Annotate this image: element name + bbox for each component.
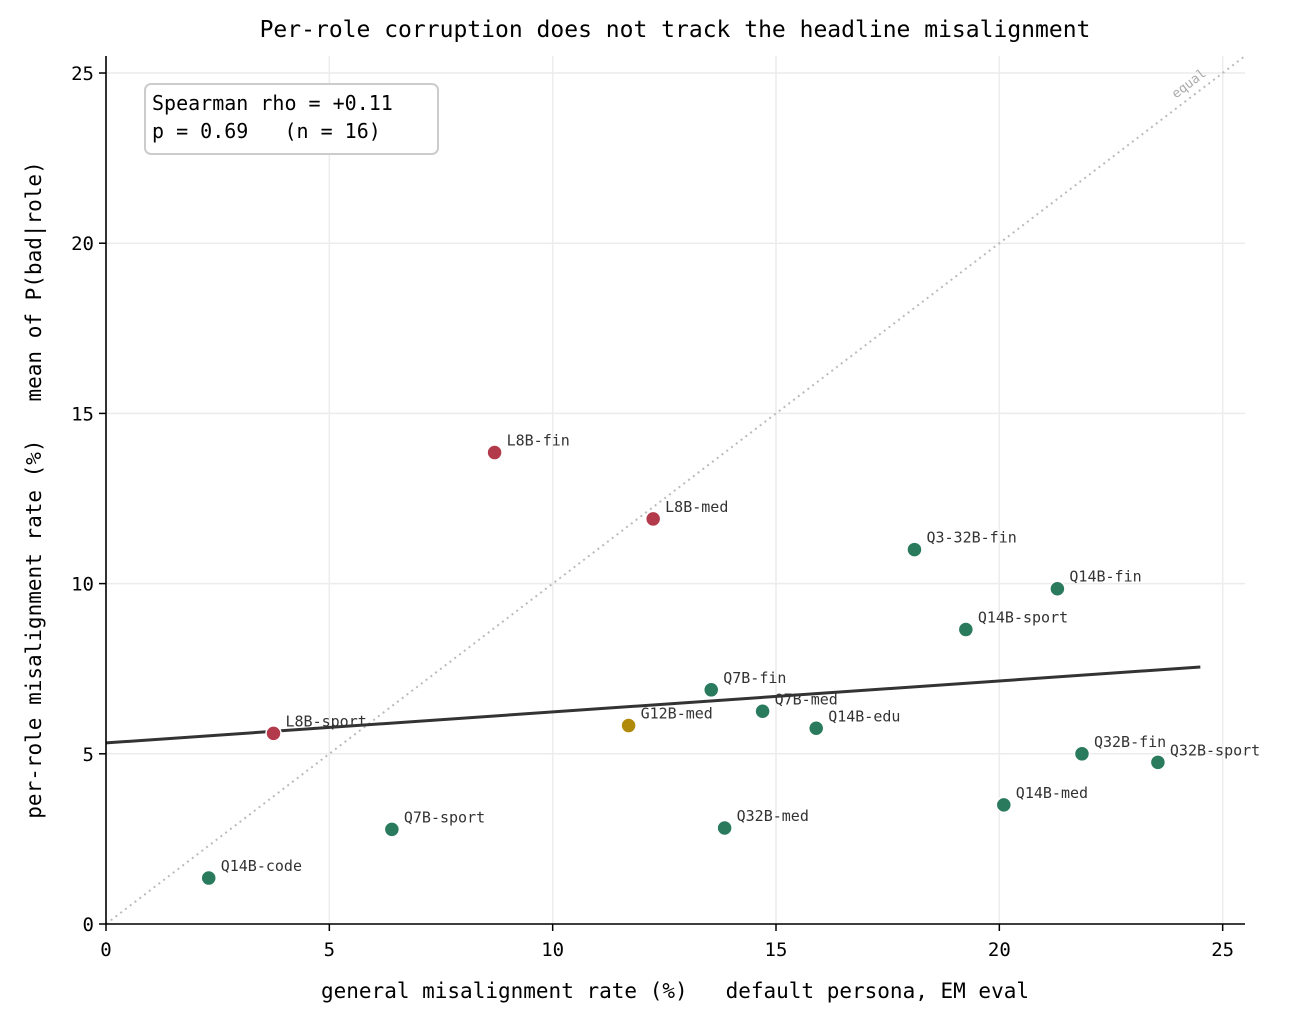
data-point	[995, 796, 1013, 814]
data-point	[265, 725, 282, 742]
ticks: 0 5 10 15 20 25 0 5 10 15 20 25	[71, 63, 1234, 961]
data-point	[1049, 580, 1066, 597]
trend-fit-line	[105, 665, 1201, 745]
data-point	[702, 681, 720, 699]
stats-pvalue-text: p = 0.69 (n = 16)	[152, 119, 381, 143]
data-point	[1149, 754, 1167, 771]
data-point	[754, 703, 771, 720]
chart-title: Per-role corruption does not track the h…	[260, 17, 1091, 43]
data-point-label: Q3-32B-fin	[926, 529, 1016, 547]
data-point	[620, 717, 637, 734]
data-point	[1073, 745, 1091, 763]
data-point-label: Q14B-sport	[978, 609, 1068, 627]
x-axis-label: general misalignment rate (%) default pe…	[321, 979, 1029, 1003]
data-point	[486, 444, 503, 461]
x-tick-label: 5	[324, 939, 335, 961]
data-point	[957, 621, 975, 638]
data-point-label: Q7B-sport	[404, 808, 485, 826]
data-point-label: Q32B-sport	[1170, 741, 1260, 759]
data-point-label: Q32B-med	[737, 807, 809, 825]
y-axis-label: per-role misalignment rate (%) mean of P…	[22, 161, 47, 818]
data-point-label: G12B-med	[641, 705, 713, 723]
data-point-label: Q14B-code	[221, 857, 302, 875]
x-tick-label: 0	[100, 939, 111, 961]
data-point-label: L8B-fin	[507, 432, 570, 450]
y-tick-label: 25	[71, 63, 94, 85]
x-tick-label: 15	[765, 939, 788, 961]
y-tick-label: 0	[83, 914, 94, 936]
equal-line-label: equal	[1169, 66, 1209, 102]
stats-spearman-text: Spearman rho = +0.11	[152, 91, 393, 115]
data-point-label: L8B-med	[665, 498, 728, 516]
data-point-label: Q14B-edu	[828, 707, 900, 725]
data-point	[383, 821, 401, 838]
x-tick-label: 20	[988, 939, 1011, 961]
x-tick-label: 10	[541, 939, 564, 961]
data-point-label: Q14B-fin	[1069, 568, 1141, 586]
data-point	[807, 720, 825, 737]
data-point-label: Q7B-med	[775, 690, 838, 708]
data-point	[200, 869, 217, 887]
data-point-label: Q32B-fin	[1094, 733, 1166, 751]
data-point	[644, 510, 662, 528]
axes	[105, 56, 1245, 925]
x-tick-label: 25	[1211, 939, 1234, 961]
data-point-label: Q14B-med	[1016, 784, 1088, 802]
data-points: L8B-fin L8B-med L8B-sport Q3-32B-fin Q14B-fi…	[200, 432, 1260, 887]
y-tick-label: 5	[83, 744, 94, 766]
y-tick-label: 10	[71, 574, 94, 596]
data-point-label: L8B-sport	[286, 712, 367, 730]
y-tick-label: 15	[71, 403, 94, 425]
y-tick-label: 20	[71, 233, 94, 255]
data-point	[716, 819, 733, 837]
data-point-label: Q7B-fin	[723, 669, 786, 687]
stats-annotation-box: Spearman rho = +0.11 p = 0.69 (n = 16)	[144, 83, 439, 155]
data-point	[906, 541, 923, 558]
